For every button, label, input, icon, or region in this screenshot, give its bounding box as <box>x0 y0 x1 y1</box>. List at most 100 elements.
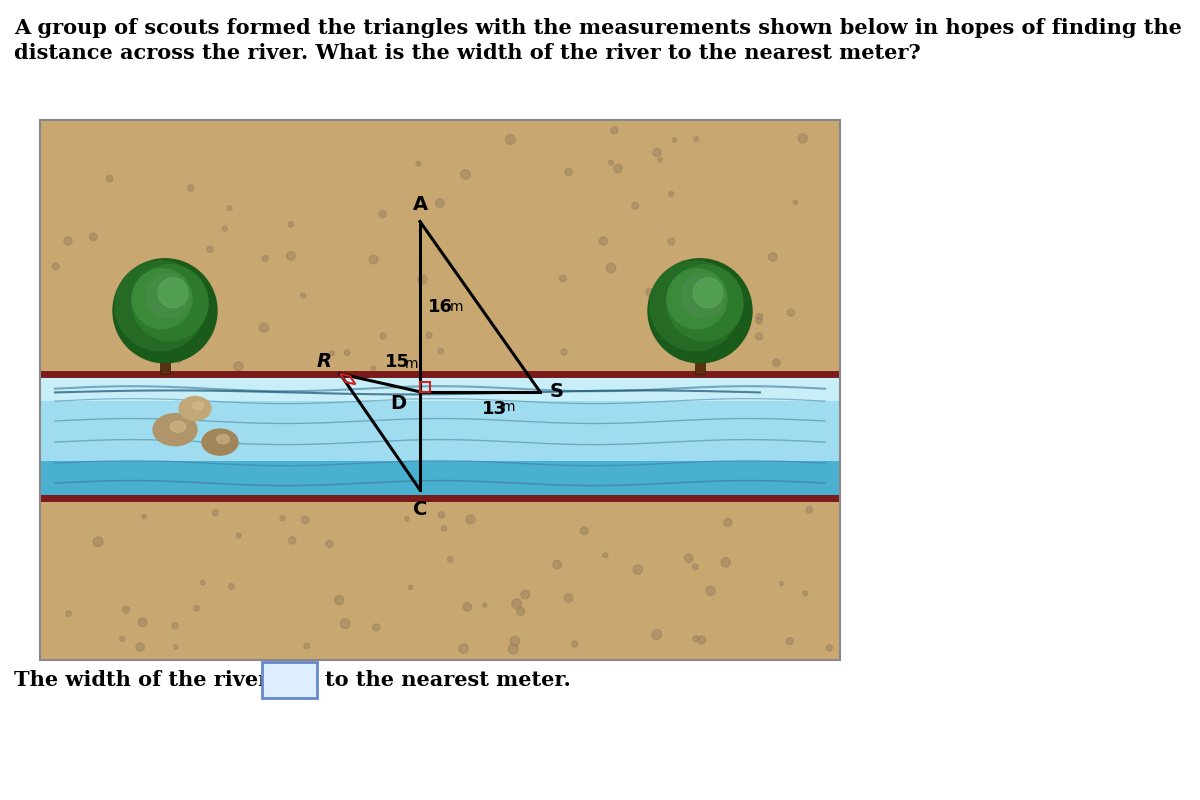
Ellipse shape <box>179 397 211 421</box>
Circle shape <box>263 255 269 262</box>
Text: A group of scouts formed the triangles with the measurements shown below in hope: A group of scouts formed the triangles w… <box>14 18 1182 38</box>
Circle shape <box>113 258 217 362</box>
Circle shape <box>229 584 234 590</box>
Circle shape <box>287 252 295 260</box>
Circle shape <box>682 274 725 318</box>
Circle shape <box>606 263 616 273</box>
Circle shape <box>194 606 199 611</box>
Circle shape <box>288 222 294 227</box>
Text: 13: 13 <box>482 400 508 418</box>
Circle shape <box>511 599 522 609</box>
Bar <box>160 346 170 374</box>
Bar <box>40 374 840 498</box>
Circle shape <box>458 644 468 654</box>
Circle shape <box>66 611 72 617</box>
Circle shape <box>212 510 218 516</box>
Circle shape <box>404 517 409 521</box>
Circle shape <box>142 514 146 518</box>
Text: m: m <box>502 400 516 414</box>
Circle shape <box>724 518 732 526</box>
Circle shape <box>158 278 188 308</box>
Circle shape <box>206 246 212 252</box>
Circle shape <box>52 263 59 270</box>
Ellipse shape <box>154 414 197 446</box>
Ellipse shape <box>192 402 204 410</box>
Circle shape <box>418 275 427 284</box>
Circle shape <box>174 645 178 649</box>
Text: to the nearest meter.: to the nearest meter. <box>325 670 571 690</box>
Circle shape <box>756 333 763 340</box>
Circle shape <box>426 332 432 338</box>
Circle shape <box>652 630 661 639</box>
Circle shape <box>120 637 125 642</box>
Circle shape <box>442 526 446 531</box>
Circle shape <box>680 261 688 268</box>
Circle shape <box>146 274 190 318</box>
Circle shape <box>667 269 727 329</box>
Circle shape <box>466 515 475 524</box>
Circle shape <box>653 149 661 157</box>
Circle shape <box>692 564 698 570</box>
Ellipse shape <box>170 421 186 432</box>
Circle shape <box>697 636 706 644</box>
Circle shape <box>553 560 562 569</box>
Circle shape <box>672 138 677 142</box>
Circle shape <box>646 289 653 296</box>
Circle shape <box>602 553 608 558</box>
Circle shape <box>436 198 444 208</box>
Text: m: m <box>450 300 463 314</box>
Circle shape <box>90 233 97 241</box>
Bar <box>40 120 840 660</box>
Circle shape <box>138 618 146 626</box>
Circle shape <box>613 164 623 173</box>
Circle shape <box>370 255 378 264</box>
Circle shape <box>438 349 444 354</box>
Circle shape <box>300 293 306 298</box>
Circle shape <box>301 516 310 524</box>
Circle shape <box>803 591 808 596</box>
Ellipse shape <box>202 429 238 455</box>
Text: C: C <box>413 500 427 519</box>
Circle shape <box>510 636 520 646</box>
Circle shape <box>773 359 780 366</box>
Circle shape <box>288 537 296 544</box>
Circle shape <box>608 160 613 166</box>
Bar <box>40 374 840 401</box>
Circle shape <box>648 258 752 362</box>
Circle shape <box>667 265 743 341</box>
Circle shape <box>521 590 530 599</box>
Circle shape <box>505 134 516 145</box>
Text: R: R <box>317 352 332 370</box>
Circle shape <box>227 206 232 210</box>
Circle shape <box>438 512 444 518</box>
Circle shape <box>380 333 386 339</box>
Bar <box>695 346 706 374</box>
Circle shape <box>304 643 310 649</box>
Bar <box>40 120 840 660</box>
Circle shape <box>341 619 350 629</box>
Text: S: S <box>550 382 564 402</box>
Circle shape <box>599 237 607 245</box>
Circle shape <box>326 540 332 547</box>
Circle shape <box>136 643 144 651</box>
Text: A: A <box>413 194 427 214</box>
Circle shape <box>827 645 833 651</box>
Circle shape <box>721 558 731 567</box>
Circle shape <box>234 362 242 370</box>
Circle shape <box>115 261 205 350</box>
Text: The width of the river is: The width of the river is <box>14 670 296 690</box>
FancyBboxPatch shape <box>262 662 317 698</box>
Circle shape <box>222 226 227 231</box>
Circle shape <box>650 261 740 350</box>
Text: distance across the river. What is the width of the river to the nearest meter?: distance across the river. What is the w… <box>14 43 920 63</box>
Text: D: D <box>390 394 406 413</box>
Circle shape <box>560 349 566 355</box>
Circle shape <box>175 358 181 363</box>
Circle shape <box>706 586 715 596</box>
Circle shape <box>565 168 572 175</box>
Circle shape <box>463 602 472 611</box>
Circle shape <box>482 603 487 607</box>
Circle shape <box>756 314 763 320</box>
Circle shape <box>670 191 674 196</box>
Circle shape <box>371 366 376 370</box>
